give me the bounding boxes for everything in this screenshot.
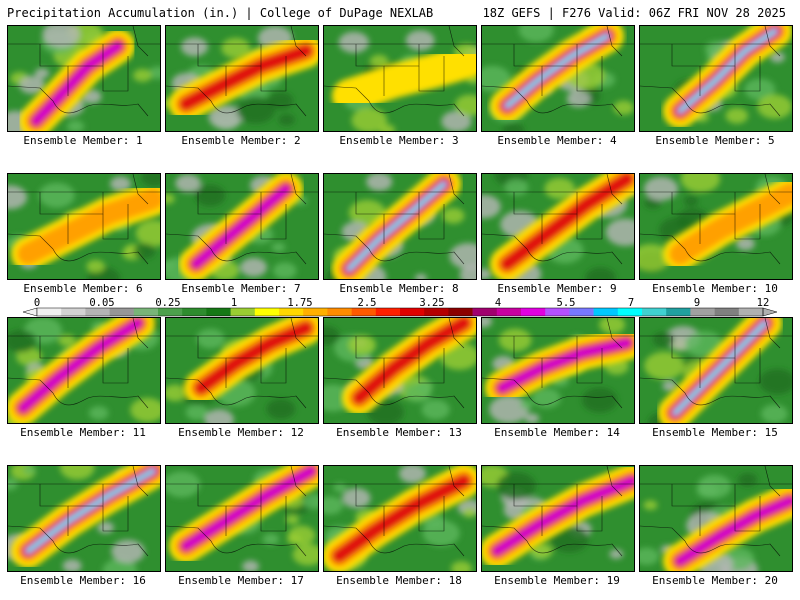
ensemble-member-label: Ensemble Member: 13 xyxy=(336,426,462,439)
ensemble-member-map xyxy=(323,25,477,132)
colorbar-swatch xyxy=(714,308,740,316)
colorbar-tick-label: 4 xyxy=(495,297,501,309)
colorbar-swatch xyxy=(254,308,280,316)
ensemble-member-map xyxy=(7,25,161,132)
colorbar-tick-label: 0.25 xyxy=(155,297,180,309)
colorbar-swatch xyxy=(206,308,231,316)
colorbar-tick-label: 3.25 xyxy=(419,297,444,309)
colorbar-swatch xyxy=(158,308,183,316)
ensemble-member-map xyxy=(639,25,793,132)
ensemble-member-map xyxy=(481,317,635,424)
colorbar-swatch xyxy=(230,308,256,316)
colorbar-swatch xyxy=(182,308,207,316)
ensemble-member-map xyxy=(323,317,477,424)
colorbar-swatch xyxy=(496,308,522,316)
colorbar-swatch xyxy=(279,308,304,316)
colorbar-swatch xyxy=(738,308,764,316)
colorbar-swatch xyxy=(472,308,498,316)
ensemble-member-label: Ensemble Member: 12 xyxy=(178,426,304,439)
ensemble-member-map xyxy=(323,173,477,280)
colorbar-swatch xyxy=(303,308,328,316)
colorbar-swatch xyxy=(400,308,425,316)
colorbar-swatch xyxy=(109,308,135,316)
ensemble-member-label: Ensemble Member: 3 xyxy=(339,134,459,147)
colorbar-tick-label: 5.5 xyxy=(557,297,576,309)
colorbar-swatch xyxy=(37,308,62,316)
ensemble-member-map xyxy=(481,25,635,132)
colorbar-tick-label: 9 xyxy=(694,297,700,309)
ensemble-member-map xyxy=(639,173,793,280)
ensemble-member-map xyxy=(165,317,319,424)
colorbar-swatch xyxy=(593,308,619,316)
ensemble-member-map xyxy=(7,173,161,280)
ensemble-member-label: Ensemble Member: 10 xyxy=(652,282,778,295)
colorbar-swatch xyxy=(642,308,667,316)
colorbar-tick-label: 0.05 xyxy=(89,297,114,309)
chart-title: Precipitation Accumulation (in.) | Colle… xyxy=(7,6,434,20)
colorbar-tick-label: 1.75 xyxy=(287,297,312,309)
colorbar-arrow-right xyxy=(762,307,778,317)
ensemble-member-map xyxy=(639,465,793,572)
ensemble-member-map xyxy=(165,25,319,132)
ensemble-member-map xyxy=(323,465,477,572)
ensemble-member-label: Ensemble Member: 11 xyxy=(20,426,146,439)
colorbar-tick-label: 1 xyxy=(231,297,237,309)
ensemble-member-label: Ensemble Member: 5 xyxy=(655,134,775,147)
colorbar-tick-label: 2.5 xyxy=(358,297,377,309)
ensemble-member-map xyxy=(165,173,319,280)
colorbar-tick-label: 7 xyxy=(628,297,634,309)
colorbar-swatch xyxy=(666,308,691,316)
colorbar-swatch xyxy=(61,308,86,316)
ensemble-member-label: Ensemble Member: 18 xyxy=(336,574,462,587)
precipitation-colorbar: 0 0.05 0.25 1 1.75 2.5 3.25 4 5.5 7 9 12 xyxy=(22,297,778,317)
colorbar-swatch xyxy=(375,308,401,316)
ensemble-member-label: Ensemble Member: 8 xyxy=(339,282,459,295)
run-valid-time: 18Z GEFS | F276 Valid: 06Z FRI NOV 28 20… xyxy=(482,6,786,20)
ensemble-member-label: Ensemble Member: 6 xyxy=(23,282,143,295)
ensemble-member-map xyxy=(639,317,793,424)
ensemble-member-label: Ensemble Member: 14 xyxy=(494,426,620,439)
ensemble-member-label: Ensemble Member: 15 xyxy=(652,426,778,439)
colorbar-swatch xyxy=(545,308,570,316)
ensemble-member-label: Ensemble Member: 2 xyxy=(181,134,301,147)
colorbar-swatch xyxy=(569,308,594,316)
ensemble-member-label: Ensemble Member: 19 xyxy=(494,574,620,587)
ensemble-member-label: Ensemble Member: 7 xyxy=(181,282,301,295)
ensemble-member-label: Ensemble Member: 4 xyxy=(497,134,617,147)
ensemble-member-label: Ensemble Member: 1 xyxy=(23,134,143,147)
colorbar-swatch xyxy=(690,308,715,316)
colorbar-swatch xyxy=(85,308,110,316)
ensemble-member-map xyxy=(7,317,161,424)
colorbar-swatch xyxy=(521,308,546,316)
ensemble-member-map xyxy=(481,465,635,572)
colorbar-tick-label: 0 xyxy=(34,297,40,309)
colorbar-swatch xyxy=(424,308,449,316)
ensemble-member-label: Ensemble Member: 17 xyxy=(178,574,304,587)
colorbar-swatch xyxy=(448,308,473,316)
ensemble-member-map xyxy=(481,173,635,280)
ensemble-member-map xyxy=(7,465,161,572)
colorbar-swatch xyxy=(327,308,352,316)
ensemble-member-map xyxy=(165,465,319,572)
colorbar-tick-label: 12 xyxy=(757,297,770,309)
ensemble-member-label: Ensemble Member: 9 xyxy=(497,282,617,295)
ensemble-member-label: Ensemble Member: 20 xyxy=(652,574,778,587)
colorbar-swatch xyxy=(617,308,643,316)
ensemble-member-label: Ensemble Member: 16 xyxy=(20,574,146,587)
colorbar-swatch xyxy=(133,308,159,316)
colorbar-arrow-left xyxy=(22,307,38,317)
colorbar-swatch xyxy=(351,308,377,316)
